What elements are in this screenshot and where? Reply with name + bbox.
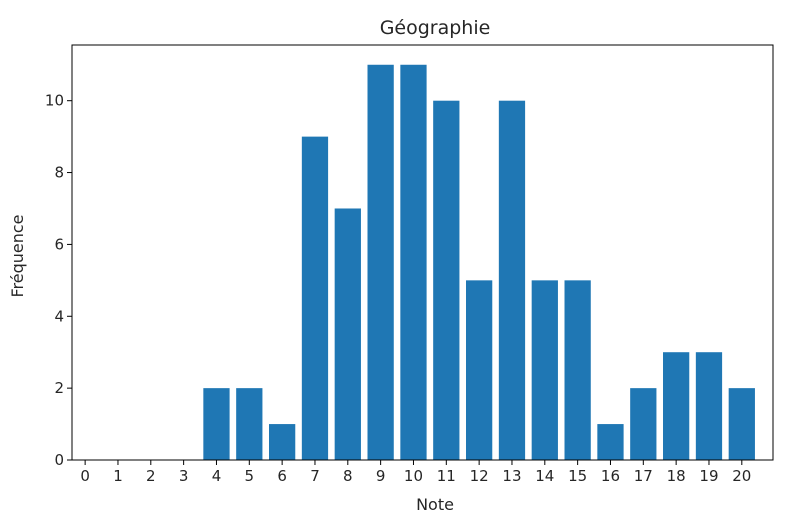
x-tick-label-2: 2 [146, 467, 156, 485]
x-tick-label-17: 17 [634, 467, 653, 485]
x-tick-label-14: 14 [535, 467, 554, 485]
bar-7 [301, 136, 329, 460]
x-tick-label-7: 7 [310, 467, 320, 485]
bar-12 [466, 280, 493, 460]
x-tick-label-18: 18 [667, 467, 686, 485]
y-axis-label: Fréquence [8, 214, 27, 297]
bar-6 [269, 424, 296, 460]
y-tick-label-6: 6 [54, 235, 64, 253]
x-tick-label-10: 10 [404, 467, 423, 485]
bar-20 [728, 388, 755, 460]
y-tick-label-0: 0 [54, 451, 64, 469]
bar-8 [334, 208, 361, 460]
chart-title: Géographie [380, 17, 491, 39]
bar-14 [531, 280, 558, 460]
x-tick-label-6: 6 [277, 467, 287, 485]
bar-4 [203, 388, 230, 460]
bar-11 [433, 100, 460, 461]
x-tick-label-1: 1 [113, 467, 123, 485]
y-tick-label-2: 2 [54, 379, 64, 397]
x-tick-label-19: 19 [699, 467, 718, 485]
x-tick-label-3: 3 [179, 467, 189, 485]
bar-13 [498, 100, 526, 461]
x-tick-label-12: 12 [470, 467, 489, 485]
bar-19 [695, 352, 723, 460]
x-tick-label-4: 4 [212, 467, 222, 485]
x-tick-label-20: 20 [732, 467, 751, 485]
bar-5 [236, 388, 263, 460]
y-axis-ticks: 0 2 4 6 8 10 [45, 92, 72, 469]
bars-group [203, 64, 755, 461]
plot-frame [71, 44, 774, 461]
x-tick-label-5: 5 [245, 467, 255, 485]
x-tick-label-9: 9 [376, 467, 386, 485]
bar-17 [630, 388, 657, 460]
x-tick-label-8: 8 [343, 467, 353, 485]
x-tick-label-0: 0 [80, 467, 90, 485]
bar-10 [400, 64, 427, 460]
x-tick-label-11: 11 [437, 467, 456, 485]
x-tick-label-15: 15 [568, 467, 587, 485]
x-axis-ticks: 0 1 2 3 4 5 6 7 8 9 10 11 12 13 14 15 16 17 18 19 20 [80, 460, 751, 485]
bar-9 [367, 64, 394, 460]
x-tick-label-16: 16 [601, 467, 620, 485]
x-axis-label: Note [416, 495, 454, 510]
y-tick-label-4: 4 [54, 307, 64, 325]
bar-18 [663, 352, 690, 460]
y-tick-label-8: 8 [54, 164, 64, 182]
y-tick-label-10: 10 [45, 92, 64, 110]
bar-15 [564, 280, 591, 460]
bar-16 [597, 424, 624, 460]
x-tick-label-13: 13 [502, 467, 521, 485]
